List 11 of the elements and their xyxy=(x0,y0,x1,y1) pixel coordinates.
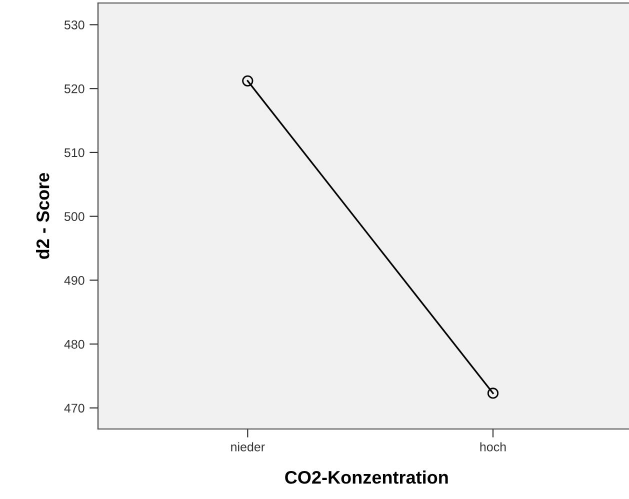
y-tick-label: 520 xyxy=(64,84,84,94)
y-tick-label: 470 xyxy=(64,404,84,413)
x-axis-title: CO2-Konzentration xyxy=(285,470,448,484)
y-tick-label: 500 xyxy=(64,212,84,221)
x-tick-label: nieder xyxy=(231,442,265,452)
x-tick-label: hoch xyxy=(480,442,506,452)
y-axis-title: d2 - Score xyxy=(36,172,50,259)
y-tick-label: 480 xyxy=(64,340,84,349)
y-tick-label: 510 xyxy=(64,148,84,158)
y-tick-label: 490 xyxy=(64,276,84,285)
y-tick-label: 530 xyxy=(64,20,84,30)
